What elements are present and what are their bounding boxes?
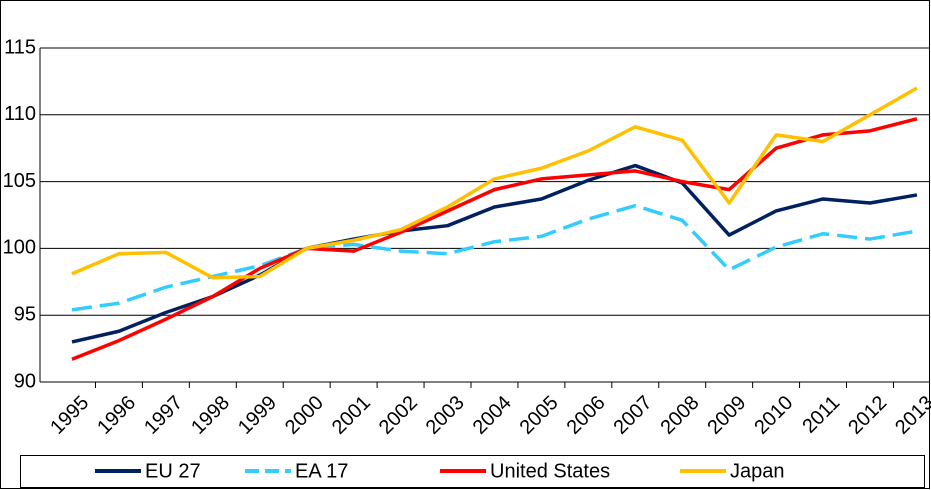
legend-box	[20, 455, 925, 488]
x-tick-label: 2010	[750, 392, 797, 439]
x-tick-label: 2012	[844, 392, 891, 439]
x-tick-label: 1999	[234, 392, 281, 439]
y-tick-label: 105	[3, 170, 36, 192]
x-tick-label: 1996	[93, 392, 140, 439]
x-tick-label: 2003	[422, 392, 469, 439]
x-tick-label: 2008	[656, 392, 703, 439]
x-tick-label: 1997	[140, 392, 187, 439]
y-tick-label: 115	[4, 36, 36, 58]
line-series	[71, 86, 918, 280]
y-tick-label: 90	[14, 370, 36, 392]
legend-label: EA 17	[295, 460, 348, 482]
legend-label: EU 27	[145, 460, 201, 482]
x-tick-label: 2001	[328, 392, 375, 439]
x-tick-label: 2011	[798, 392, 844, 438]
x-tick-label: 2007	[610, 392, 657, 439]
y-tick-label: 110	[4, 103, 36, 125]
legend-label: United States	[490, 460, 610, 482]
x-tick-label: 1995	[46, 392, 93, 439]
legend-label: Japan	[730, 460, 785, 482]
x-tick-label: 2013	[891, 392, 931, 439]
x-tick-label: 1998	[187, 392, 234, 439]
x-tick-label: 2006	[563, 392, 610, 439]
line-series	[71, 117, 918, 361]
x-tick-label: 2000	[281, 392, 328, 439]
x-tick-label: 2009	[703, 392, 750, 439]
y-tick-label: 100	[3, 237, 36, 259]
x-tick-label: 2005	[516, 392, 563, 439]
line-series	[71, 203, 918, 312]
x-tick-label: 2002	[375, 392, 422, 439]
y-tick-label: 95	[14, 303, 36, 325]
x-tick-label: 2004	[469, 392, 516, 439]
